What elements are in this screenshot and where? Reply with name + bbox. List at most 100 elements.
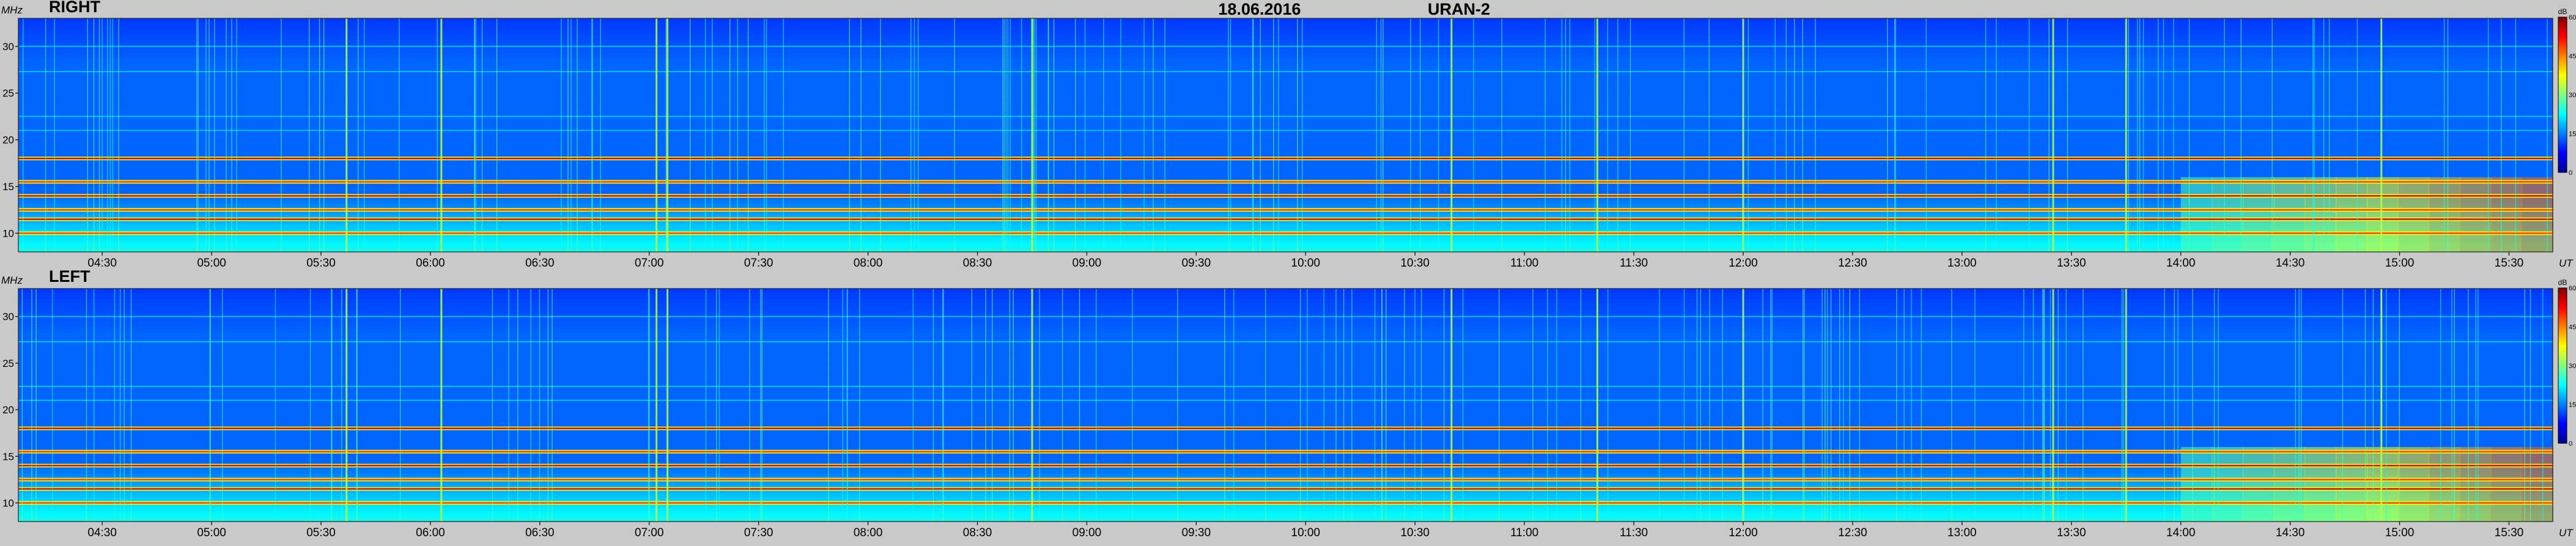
- rfi-burst: [666, 289, 669, 522]
- rfi-line: [2043, 289, 2045, 522]
- heatmap-row: [18, 386, 2553, 389]
- x-tick-label: 08:30: [963, 257, 992, 270]
- header-instrument: URAN-2: [1428, 0, 1490, 18]
- band-line: [18, 451, 2553, 452]
- x-tick-label: 11:30: [1620, 257, 1648, 270]
- rfi-line: [101, 18, 103, 252]
- panel-label: LEFT: [49, 267, 90, 286]
- rfi-line: [2524, 289, 2525, 522]
- rfi-line: [530, 289, 531, 522]
- heatmap-row: [18, 421, 2553, 424]
- heatmap-cell: [2429, 447, 2460, 522]
- x-tick-label: 11:00: [1510, 526, 1538, 539]
- band-line: [18, 502, 2553, 504]
- heatmap-row: [18, 437, 2553, 441]
- header-date: 18.06.2016: [1218, 0, 1301, 18]
- heatmap-row: [18, 323, 2553, 326]
- rfi-line: [2067, 18, 2069, 252]
- x-tick-label: 14:30: [2276, 257, 2305, 270]
- rfi-line: [766, 18, 767, 252]
- rfi-line: [275, 289, 276, 522]
- heatmap-row: [18, 28, 2553, 31]
- heatmap-row: [18, 325, 2553, 329]
- panel-left: LEFT MHz 30 25 20 15 10 04:30 05:00 05:30 06:00 06:…: [1, 267, 2576, 539]
- heatmap-row: [18, 388, 2553, 392]
- heatmap-row: [18, 309, 2553, 312]
- heatmap-row: [18, 205, 2553, 208]
- heatmap-row: [18, 391, 2553, 394]
- heatmap-row: [18, 221, 2553, 224]
- rfi-line: [2372, 289, 2374, 522]
- heatmap-row: [18, 161, 2553, 164]
- rfi-line: [1544, 18, 1546, 252]
- x-tick-label: 04:30: [87, 257, 117, 270]
- heatmap-row: [18, 298, 2553, 301]
- rfi-line: [1233, 289, 1234, 522]
- heatmap-row: [18, 402, 2553, 406]
- heatmap-row: [18, 56, 2553, 59]
- rfi-line: [1826, 289, 1828, 522]
- heatmap-row: [18, 86, 2553, 89]
- x-tick-label: 12:30: [1838, 526, 1867, 539]
- heatmap-row: [18, 382, 2553, 385]
- rfi-line: [1075, 18, 1076, 252]
- heatmap-cell: [2459, 177, 2492, 252]
- x-tick-label: 08:00: [854, 257, 883, 270]
- rfi-line: [1224, 289, 1225, 522]
- rfi-line: [1774, 18, 1776, 252]
- heatmap-row: [18, 83, 2553, 87]
- rfi-burst: [1596, 289, 1598, 522]
- heatmap-row: [18, 34, 2553, 38]
- plot-frame: [18, 18, 2553, 253]
- heatmap-cell: [2273, 177, 2306, 252]
- rfi-line: [475, 18, 476, 252]
- rfi-line: [2364, 289, 2366, 522]
- colorbar-tick-label: 60: [2569, 285, 2576, 292]
- heatmap-row: [18, 319, 2553, 322]
- band-line: [18, 465, 2553, 467]
- heatmap-row: [18, 23, 2553, 26]
- rfi-line: [2312, 18, 2314, 252]
- heatmap-row: [18, 18, 2553, 21]
- heatmap-row: [18, 88, 2553, 92]
- rfi-line: [1821, 289, 1823, 522]
- x-tick-label: 08:30: [963, 526, 992, 539]
- y-tick-label: 20: [2, 404, 14, 416]
- heatmap-row: [18, 372, 2553, 375]
- rfi-line: [1381, 289, 1382, 522]
- heatmap-row: [18, 105, 2553, 108]
- rfi-line: [1770, 289, 1771, 522]
- heatmap-row: [18, 519, 2553, 522]
- rfi-line: [1887, 18, 1888, 252]
- rfi-burst: [1450, 18, 1453, 252]
- heatmap-row: [18, 72, 2553, 75]
- rfi-line: [760, 289, 761, 522]
- heatmap-row: [18, 97, 2553, 101]
- rfi-line: [932, 289, 934, 522]
- heatmap-row: [18, 245, 2553, 248]
- rfi-line: [729, 18, 731, 252]
- heatmap-row: [18, 379, 2553, 382]
- band-line: [18, 488, 2553, 490]
- rfi-burst: [655, 18, 658, 252]
- rfi-line: [109, 18, 111, 252]
- heatmap-row: [18, 491, 2553, 494]
- heatmap-row: [18, 76, 2553, 79]
- y-tick-label: 10: [2, 227, 14, 239]
- x-tick-label: 05:30: [306, 526, 336, 539]
- rfi-line: [2177, 289, 2179, 522]
- rfi-line: [1896, 289, 1897, 522]
- heatmap-row: [18, 135, 2553, 138]
- rfi-line: [1343, 289, 1345, 522]
- heatmap-cell: [2243, 177, 2275, 252]
- x-tick-label: 15:00: [2385, 257, 2415, 270]
- rfi-line: [2065, 289, 2067, 522]
- x-tick-label: 07:00: [635, 257, 664, 270]
- heatmap-row: [18, 79, 2553, 82]
- rfi-line: [783, 18, 784, 252]
- heatmap-row: [18, 442, 2553, 445]
- x-tick-label: 09:00: [1072, 526, 1102, 539]
- rfi-line: [196, 18, 197, 252]
- heatmap-row: [18, 95, 2553, 98]
- x-tick-label: 15:30: [2495, 526, 2524, 539]
